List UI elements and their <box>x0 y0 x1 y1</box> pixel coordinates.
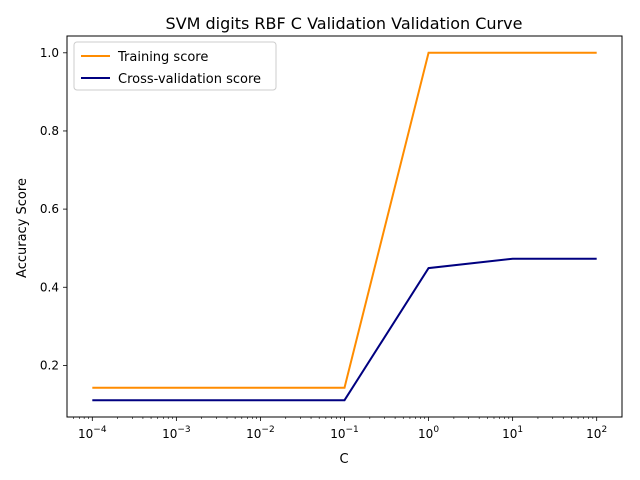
y-tick-label: 0.6 <box>40 202 59 216</box>
y-tick-label: 0.2 <box>40 358 59 372</box>
x-tick-label: 101 <box>502 425 523 441</box>
y-axis-label: Accuracy Score <box>15 178 30 278</box>
legend-box <box>73 41 277 91</box>
x-tick-label: 10−3 <box>162 425 191 441</box>
axes-frame <box>66 35 623 418</box>
x-tick-label: 10−2 <box>246 425 275 441</box>
y-tick-label: 0.4 <box>40 280 59 294</box>
plot-area <box>92 51 597 402</box>
legend-label-cross-validation-score: Cross-validation score <box>118 72 261 87</box>
series-line-cross-validation-score <box>92 257 597 402</box>
axes: 10−4 10−3 10−2 10−1 100 101 102 0.2 0.4 0.6 0.8 1.0 <box>40 35 623 441</box>
x-tick-label: 10−1 <box>330 425 359 441</box>
legend-label-training-score: Training score <box>117 50 208 65</box>
x-axis-label: C <box>339 452 348 467</box>
x-tick-label: 10−4 <box>78 425 107 441</box>
x-tick-label: 100 <box>418 425 439 441</box>
y-tick-label: 0.8 <box>40 124 59 138</box>
legend: Training score Cross-validation score <box>73 41 277 91</box>
series-line-training-score <box>92 51 597 389</box>
chart-title: SVM digits RBF C Validation Validation C… <box>166 14 523 33</box>
y-tick-label: 1.0 <box>40 46 59 60</box>
x-tick-label: 102 <box>586 425 607 441</box>
